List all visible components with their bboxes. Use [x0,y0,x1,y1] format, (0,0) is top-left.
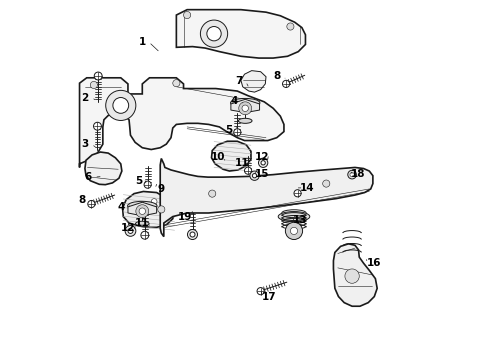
Polygon shape [241,71,265,92]
Polygon shape [128,202,156,216]
Polygon shape [160,158,372,237]
Circle shape [105,90,136,121]
Circle shape [344,269,359,283]
Circle shape [88,201,95,208]
Text: 1: 1 [139,37,145,47]
Circle shape [347,170,356,179]
Circle shape [285,222,302,239]
Circle shape [190,232,195,237]
Polygon shape [85,152,122,185]
Circle shape [286,23,293,30]
Text: 16: 16 [366,258,381,268]
Circle shape [244,167,251,174]
Polygon shape [230,99,259,113]
Circle shape [238,102,251,115]
Text: 4: 4 [117,202,124,212]
Circle shape [183,12,190,19]
Text: 10: 10 [210,152,224,162]
Text: 13: 13 [292,215,306,225]
Text: 5: 5 [135,176,142,186]
Ellipse shape [278,212,309,222]
Polygon shape [333,244,376,306]
Circle shape [249,171,259,180]
Text: 3: 3 [81,139,88,149]
Text: 19: 19 [178,212,192,221]
Circle shape [258,158,267,167]
Circle shape [322,180,329,187]
Circle shape [90,81,97,89]
Circle shape [282,80,289,87]
Circle shape [290,227,297,234]
Circle shape [252,174,256,178]
Circle shape [151,199,157,204]
Polygon shape [176,10,305,58]
Text: 6: 6 [84,172,91,182]
Circle shape [242,105,248,112]
Circle shape [125,226,136,236]
Circle shape [144,181,151,188]
Text: 8: 8 [79,195,86,205]
Text: 4: 4 [229,96,237,106]
Polygon shape [80,78,284,167]
Circle shape [113,98,128,113]
Circle shape [139,208,145,215]
Circle shape [94,72,102,80]
Circle shape [128,228,133,233]
Text: 14: 14 [299,183,314,193]
Text: 7: 7 [235,76,243,86]
Ellipse shape [230,98,260,107]
Text: 11: 11 [234,158,248,168]
Circle shape [233,129,241,136]
Polygon shape [122,192,174,227]
Text: 18: 18 [350,168,365,179]
Circle shape [293,190,301,197]
Text: 15: 15 [254,168,268,179]
Text: 17: 17 [261,292,276,302]
Circle shape [136,205,148,218]
Circle shape [158,206,164,213]
Ellipse shape [127,201,157,210]
Circle shape [93,122,101,130]
Text: 12: 12 [254,152,268,162]
Ellipse shape [135,221,149,226]
Circle shape [141,231,148,239]
Circle shape [349,172,353,177]
Circle shape [187,229,197,239]
Text: 12: 12 [121,224,135,233]
Circle shape [257,288,264,295]
Circle shape [200,20,227,47]
Text: 2: 2 [81,93,88,103]
Circle shape [172,80,180,87]
Circle shape [261,161,265,165]
Circle shape [208,190,215,197]
Text: 5: 5 [224,125,231,135]
Text: 11: 11 [135,218,149,228]
Polygon shape [211,141,250,171]
Text: 8: 8 [273,71,280,81]
Text: 9: 9 [158,184,164,194]
Circle shape [131,204,141,214]
Ellipse shape [238,118,251,123]
Circle shape [206,27,221,41]
